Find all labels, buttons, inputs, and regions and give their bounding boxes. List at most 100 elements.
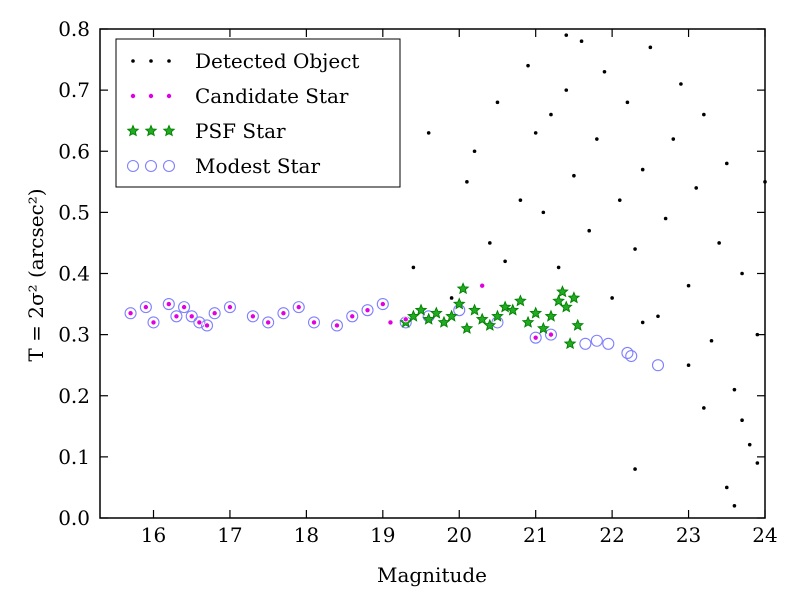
legend-marker (162, 159, 176, 173)
data-point (170, 310, 183, 323)
legend-marker (165, 93, 172, 100)
data-point (460, 321, 474, 334)
data-point (536, 321, 550, 334)
data-point (223, 301, 236, 314)
data-point (211, 310, 218, 317)
data-point (633, 467, 637, 471)
data-point (437, 315, 451, 328)
data-point (549, 112, 553, 117)
data-point (617, 198, 622, 202)
data-point (196, 319, 203, 326)
y-tick-label: 0.3 (58, 323, 90, 347)
legend-marker (162, 124, 176, 137)
data-point (640, 167, 645, 172)
legend-marker (126, 124, 140, 137)
legend-label: PSF Star (195, 119, 286, 143)
data-point (200, 319, 214, 332)
legend-marker (144, 159, 158, 173)
data-point (671, 137, 676, 141)
data-point (518, 198, 523, 202)
data-point (590, 334, 603, 347)
data-point (571, 318, 585, 331)
data-point (456, 282, 470, 295)
x-tick-label: 16 (141, 523, 166, 547)
legend-item-psf-star: PSF Star (126, 119, 286, 143)
y-tick-label: 0.5 (58, 200, 90, 224)
data-point (521, 315, 535, 328)
data-point (656, 314, 660, 319)
legend-marker (126, 159, 140, 173)
legend-label: Candidate Star (195, 84, 349, 108)
series-modest-star (124, 298, 665, 372)
data-point (226, 304, 233, 311)
data-point (479, 282, 486, 289)
data-point (452, 297, 466, 310)
data-point (732, 387, 737, 392)
x-tick-label: 18 (294, 523, 319, 547)
data-point (526, 63, 530, 68)
legend: Detected Object Candidate Star PSF Star Mod… (115, 38, 401, 188)
legend-marker (144, 124, 158, 137)
data-point (547, 331, 554, 338)
data-point (295, 304, 302, 311)
legend-marker (131, 59, 135, 63)
data-point (694, 186, 699, 190)
data-point (651, 359, 665, 372)
data-point (559, 300, 573, 313)
y-tick-label: 0.0 (58, 506, 90, 530)
data-point (724, 161, 729, 166)
data-point (181, 304, 188, 311)
data-point (564, 88, 569, 92)
data-point (491, 309, 504, 322)
legend-marker (147, 93, 154, 100)
data-point (702, 406, 706, 410)
x-tick-label: 19 (370, 523, 395, 547)
data-point (379, 301, 386, 308)
series-detected-object (411, 33, 767, 508)
data-point (178, 301, 191, 314)
data-point (333, 322, 340, 329)
data-point (579, 337, 592, 350)
data-point (602, 69, 607, 74)
data-point (610, 296, 614, 300)
data-point (422, 312, 436, 325)
data-point (503, 259, 507, 264)
x-tick-label: 21 (523, 523, 548, 547)
x-tick-label: 20 (447, 523, 472, 547)
legend-label: Detected Object (195, 49, 359, 73)
data-point (709, 338, 714, 343)
data-point (142, 304, 149, 311)
data-point (533, 131, 538, 135)
data-point (139, 301, 152, 314)
data-point (249, 313, 256, 320)
data-point (625, 349, 638, 363)
data-point (544, 309, 558, 322)
data-point (556, 285, 569, 298)
data-point (529, 306, 543, 319)
data-point (188, 313, 195, 320)
data-point (262, 316, 275, 329)
data-point (173, 313, 180, 320)
data-point (740, 271, 744, 276)
data-point (621, 346, 634, 360)
data-point (579, 39, 584, 44)
data-point (361, 304, 374, 317)
x-tick-label: 17 (217, 523, 242, 547)
y-axis-title: T = 2σ² (arcsec²) (24, 188, 48, 361)
data-point (648, 45, 653, 50)
data-point (567, 291, 581, 304)
y-tick-label: 0.6 (58, 139, 90, 163)
data-point (449, 296, 454, 300)
data-point (633, 247, 637, 251)
data-point (572, 173, 576, 178)
data-point (445, 309, 458, 322)
data-point (475, 312, 489, 325)
data-point (747, 442, 752, 447)
series-psf-star (399, 282, 585, 350)
legend-item-candidate-star: Candidate Star (129, 84, 349, 108)
ticks-layer: 16 17 18 19 20 21 22 23 24 0.0 0.1 0.2 0.3 0.4 0.5 0.6 0… (58, 17, 778, 547)
data-point (280, 310, 287, 317)
data-point (483, 318, 497, 331)
data-point (208, 307, 221, 320)
